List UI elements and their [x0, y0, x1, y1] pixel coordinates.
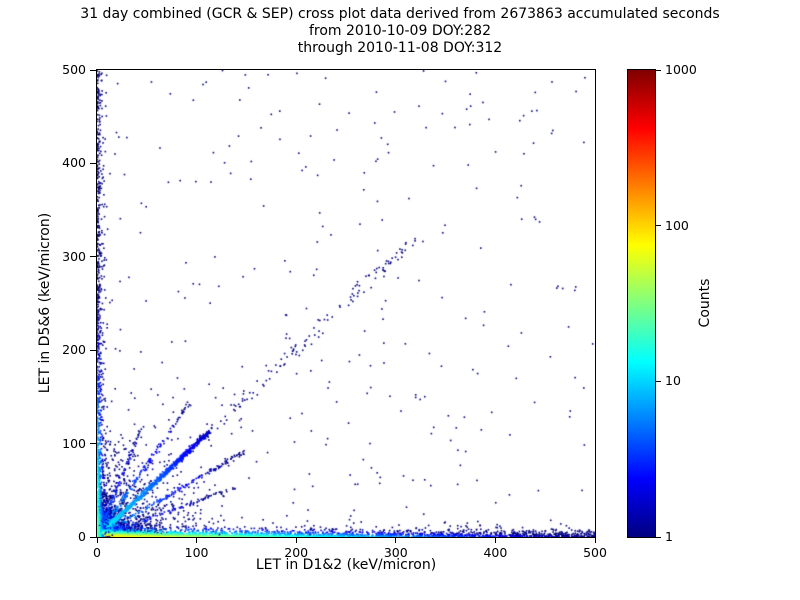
chart-title: 31 day combined (GCR & SEP) cross plot d… [80, 6, 720, 22]
x-tick-mark [594, 537, 596, 543]
colorbar-tick-mark [655, 225, 661, 227]
y-tick-mark [90, 536, 96, 538]
x-tick-mark [395, 537, 397, 543]
y-tick-mark [90, 162, 96, 164]
y-tick-mark [90, 69, 96, 71]
y-tick-label: 500 [62, 62, 86, 77]
colorbar [627, 69, 656, 538]
colorbar-tick-mark [655, 536, 661, 538]
colorbar-tick-label: 10 [665, 373, 681, 389]
plot-area [96, 69, 596, 538]
x-tick-label: 500 [583, 545, 607, 560]
y-tick-label: 300 [62, 248, 86, 264]
chart-subtitle-through: through 2010-11-08 DOY:312 [297, 40, 503, 56]
x-tick-label: 300 [383, 545, 408, 560]
chart-subtitle-from: from 2010-10-09 DOY:282 [308, 23, 491, 39]
colorbar-tick-mark [655, 69, 661, 71]
colorbar-label: Counts [697, 278, 713, 328]
y-tick-mark [90, 256, 96, 258]
x-tick-label: 100 [184, 545, 209, 560]
x-tick-mark [494, 537, 496, 543]
x-tick-label: 200 [284, 545, 309, 560]
y-tick-label: 0 [78, 529, 86, 544]
x-tick-mark [96, 537, 98, 543]
x-tick-label: 400 [483, 545, 508, 560]
colorbar-tick-label: 1000 [665, 62, 697, 77]
x-tick-mark [295, 537, 297, 543]
x-tick-mark [196, 537, 198, 543]
y-tick-label: 200 [62, 342, 86, 358]
y-tick-label: 400 [62, 155, 86, 171]
colorbar-tick-mark [655, 380, 661, 382]
colorbar-tick-label: 100 [665, 217, 689, 233]
y-tick-label: 100 [62, 435, 86, 451]
y-tick-mark [90, 349, 96, 351]
x-axis-label: LET in D1&2 (keV/micron) [255, 557, 437, 573]
scatter-points-canvas [97, 70, 595, 537]
y-tick-mark [90, 443, 96, 445]
x-tick-label: 0 [93, 545, 101, 560]
colorbar-tick-label: 1 [665, 529, 673, 544]
y-axis-label: LET in D5&6 (keV/micron) [37, 212, 53, 394]
